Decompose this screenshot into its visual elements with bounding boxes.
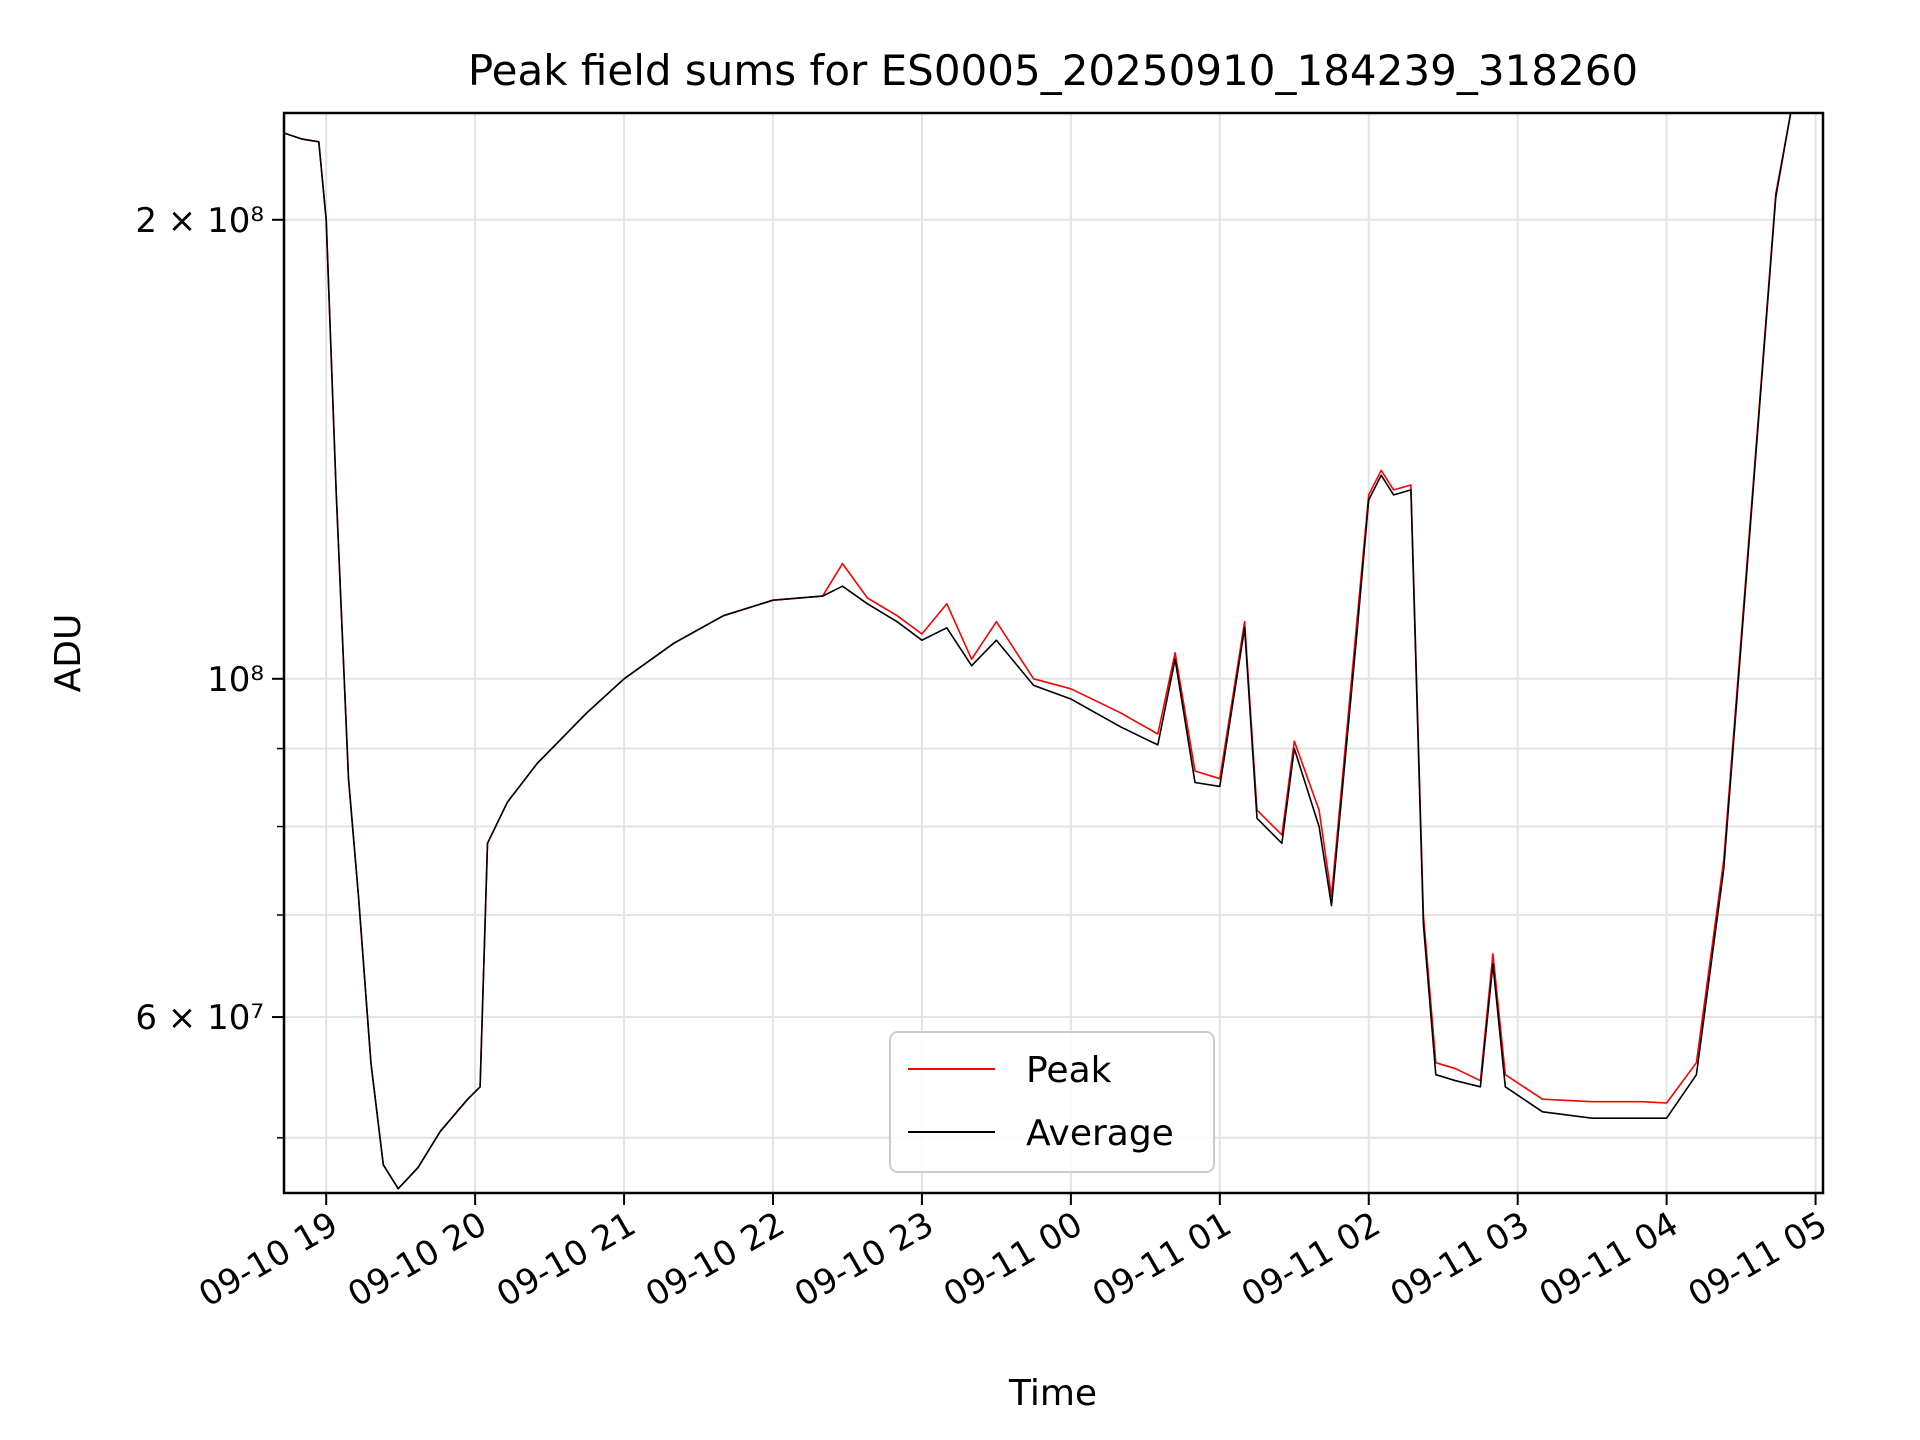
chart-title: Peak field sums for ES0005_20250910_1842… — [468, 46, 1638, 95]
x-axis-label: Time — [1008, 1373, 1097, 1414]
y-tick-label: 6 × 10⁷ — [135, 998, 264, 1038]
legend: Peak Average — [889, 1031, 1215, 1173]
y-tick-label: 2 × 10⁸ — [135, 201, 264, 241]
y-tick-label: 10⁸ — [207, 660, 264, 700]
legend-label-peak: Peak — [1026, 1050, 1112, 1091]
y-axis-label: ADU — [48, 614, 89, 693]
series-line-average — [283, 112, 1792, 1190]
series-layer — [283, 112, 1792, 1190]
legend-label-average: Average — [1026, 1113, 1174, 1154]
legend-box — [889, 1031, 1215, 1173]
y-axis: 2 × 10⁸ 10⁸ 6 × 10⁷ — [135, 201, 284, 1139]
plot-frame — [282, 111, 1825, 1195]
